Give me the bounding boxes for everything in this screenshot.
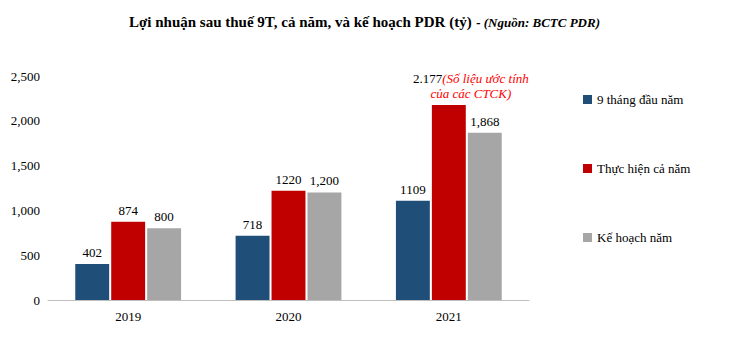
svg-text:Lợi nhuận sau thuế 9T, cả năm,: Lợi nhuận sau thuế 9T, cả năm, và kế hoạ… — [129, 14, 472, 31]
svg-text:2,500: 2,500 — [11, 69, 40, 84]
svg-text:1,500: 1,500 — [11, 158, 40, 173]
svg-text:1,868: 1,868 — [470, 114, 499, 129]
svg-text:874: 874 — [118, 203, 138, 218]
svg-text:1,200: 1,200 — [310, 173, 339, 188]
svg-text:Thực hiện cả năm: Thực hiện cả năm — [597, 161, 690, 176]
svg-text:1109: 1109 — [400, 182, 426, 197]
svg-text:(Số liệu ước tính: (Số liệu ước tính — [442, 71, 529, 86]
svg-text:2020: 2020 — [276, 309, 302, 324]
svg-text:1220: 1220 — [276, 172, 302, 187]
svg-text:402: 402 — [82, 245, 102, 260]
svg-text:2019: 2019 — [115, 309, 141, 324]
svg-text:2.177: 2.177 — [413, 71, 443, 86]
svg-text:- (Nguồn: BCTC PDR): - (Nguồn: BCTC PDR) — [476, 15, 600, 30]
svg-text:1,000: 1,000 — [11, 203, 40, 218]
svg-text:800: 800 — [154, 209, 174, 224]
svg-text:2,000: 2,000 — [11, 113, 40, 128]
svg-text:Kế hoạch năm: Kế hoạch năm — [597, 230, 672, 245]
svg-text:của các CTCK): của các CTCK) — [430, 86, 511, 101]
svg-text:9 tháng đầu năm: 9 tháng đầu năm — [597, 92, 683, 107]
svg-text:500: 500 — [21, 248, 41, 263]
svg-text:2021: 2021 — [436, 309, 462, 324]
svg-text:0: 0 — [34, 293, 41, 308]
svg-text:718: 718 — [243, 217, 262, 232]
